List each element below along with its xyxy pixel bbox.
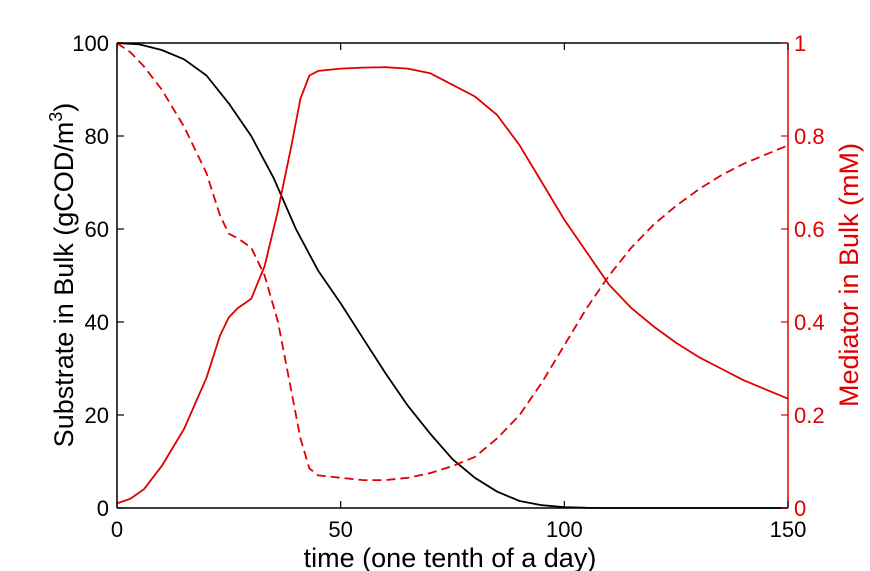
series-line-1: [116, 42, 788, 509]
left-y-axis-title: Substrate in Bulk (gCOD/m3): [46, 103, 79, 448]
series-layer: [116, 42, 789, 509]
right-y-tick-label-2: 0.4: [794, 310, 825, 335]
left-y-axis-title-superscript: 3: [46, 112, 66, 122]
left-y-tick-label-1: 20: [85, 403, 109, 428]
series-line-3: [116, 66, 789, 505]
x-tick-label-2: 100: [546, 517, 583, 542]
x-axis-title: time (one tenth of a day): [304, 543, 597, 571]
right-y-tick-label-1: 0.2: [794, 403, 825, 428]
x-tick-label-3: 150: [770, 517, 807, 542]
left-y-tick-label-4: 80: [85, 124, 109, 149]
left-y-axis-ticks: 0 20 40 60 80 100: [72, 31, 124, 521]
right-y-axis-ticks: 0 0.2 0.4 0.6 0.8 1: [781, 31, 825, 521]
left-y-tick-label-5: 100: [72, 31, 109, 56]
plot-frame: [116, 42, 789, 509]
right-y-axis-title: Mediator in Bulk (mM): [834, 143, 864, 407]
right-y-tick-label-4: 0.8: [794, 124, 825, 149]
right-y-tick-label-5: 1: [794, 31, 806, 56]
x-tick-label-0: 0: [111, 517, 123, 542]
series-line-2: [116, 42, 789, 481]
right-y-tick-label-3: 0.6: [794, 217, 825, 242]
left-y-tick-label-0: 0: [97, 496, 109, 521]
left-y-axis-title-main: Substrate in Bulk (gCOD/m: [49, 122, 79, 448]
x-tick-label-1: 50: [328, 517, 352, 542]
x-axis-ticks: 0 50 100 150: [111, 43, 806, 542]
left-y-axis-title-close: ): [49, 103, 79, 112]
right-y-tick-label-0: 0: [794, 496, 806, 521]
left-y-tick-label-3: 60: [85, 217, 109, 242]
left-y-tick-label-2: 40: [85, 310, 109, 335]
